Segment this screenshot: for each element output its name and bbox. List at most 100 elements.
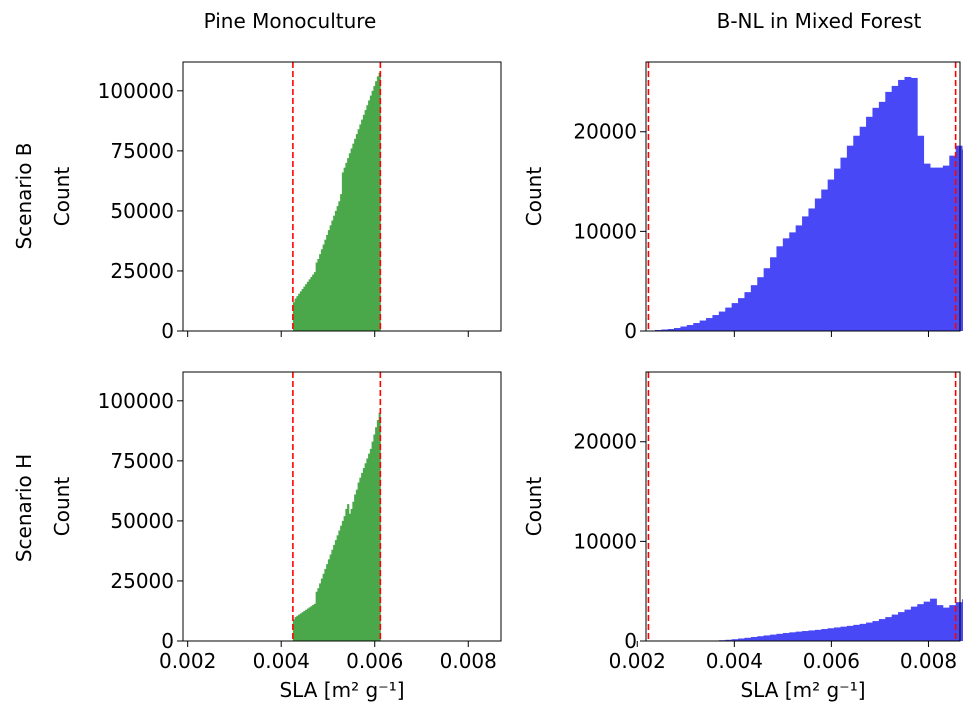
panel-3-histogram-bar (898, 612, 905, 641)
panel-0-histogram-bar (357, 129, 360, 331)
panel-2-histogram-bar (312, 604, 315, 641)
panel-0-histogram-bar (310, 276, 313, 331)
panel-2-histogram-bar (299, 613, 303, 641)
panel-2-histogram-bar (313, 603, 317, 641)
panel-1-histogram-bar (866, 116, 873, 331)
panel-2-histogram-bar (366, 458, 369, 641)
panel-1-histogram-bar (706, 318, 713, 331)
panel-3-x-tick-label: 0.004 (706, 649, 763, 673)
panel-0-histogram-bar (348, 153, 352, 331)
panel-1-histogram-bar (942, 165, 950, 331)
panel-1-histogram-bar (872, 107, 880, 331)
panel-0-y-axis-label: Count (50, 167, 74, 227)
panel-0-histogram-bar (305, 284, 308, 331)
panel-0-histogram-bar (320, 249, 324, 331)
panel-3-x-axis-label: SLA [m² g⁻¹] (740, 678, 865, 702)
panel-1-histogram-bar (923, 163, 931, 331)
panel-0-histogram-bar (324, 239, 327, 331)
panel-2-histogram-bar (355, 489, 359, 641)
panel-0-histogram-bar (361, 119, 364, 331)
panel-1-histogram-bar (738, 298, 745, 331)
panel-2-y-tick-label: 100000 (98, 389, 174, 413)
panel-2-histogram-bar (324, 568, 327, 641)
panel-0-histogram-bar (376, 76, 379, 331)
panel-1-histogram-bar (680, 326, 688, 331)
panel-1-histogram-bar (891, 85, 899, 331)
panel-0-histogram-bar (308, 279, 311, 331)
panel-2-histogram-bar (375, 427, 378, 641)
panel-0-histogram-bar (369, 95, 372, 332)
row-label-scenario-b: Scenario B (12, 142, 36, 249)
panel-3-histogram-bar (891, 614, 899, 641)
panel-2-histogram-bar (357, 482, 360, 641)
panel-0-histogram-bar (340, 194, 343, 331)
panel-1-histogram-bar (770, 257, 777, 331)
panel-1-histogram-bar (821, 189, 829, 331)
column-title-pine-monoculture: Pine Monoculture (204, 9, 377, 33)
panel-2-histogram-bar (327, 559, 331, 641)
panel-3-histogram-bar (853, 624, 861, 641)
panel-1-histogram-bar (674, 328, 681, 331)
panel-1-axes-frame (645, 61, 961, 332)
panel-2-x-tick-label: 0.004 (253, 649, 310, 673)
panel-2-histogram-bar (317, 588, 320, 641)
panel-0-histogram-bar (319, 254, 322, 331)
panel-3-histogram-bar (738, 638, 745, 641)
panel-3-histogram-bar (782, 633, 790, 641)
panel-1-histogram-bar (718, 311, 726, 331)
panel-2-histogram-bar (338, 530, 341, 641)
panel-2-histogram-bar (373, 434, 376, 641)
panel-1-histogram-bar (776, 246, 784, 331)
panel-1-histogram-bar (750, 285, 758, 331)
panel-2-histogram-bar (340, 525, 343, 641)
panel-2-histogram-bar (308, 607, 311, 642)
panel-0-histogram-bar (362, 114, 366, 331)
panel-1-histogram-bar (731, 303, 739, 331)
panel-2-x-tick-label: 0.006 (346, 649, 403, 673)
panel-3-histogram-bar (917, 604, 925, 641)
panel-1-histogram-bar (885, 91, 893, 331)
panel-1-histogram-bar (878, 101, 886, 331)
panel-0-histogram-bar (333, 215, 336, 331)
panel-3-histogram-bar (859, 623, 867, 641)
panel-2-histogram-bar (331, 549, 334, 641)
panel-2-histogram-bar (361, 472, 364, 642)
panel-0-histogram-bar (301, 288, 304, 331)
panel-0-histogram-bar (315, 262, 318, 331)
panel-2-histogram-bar (348, 513, 352, 641)
panel-1-histogram-bar (840, 157, 848, 331)
panel-2-histogram-bar (329, 554, 332, 641)
panel-2-histogram-bar (359, 477, 362, 641)
panel-1-histogram-bar (661, 329, 669, 331)
panel-2-histogram-bar (333, 544, 336, 641)
panel-0-histogram-bar (317, 258, 320, 331)
panel-2-histogram-bar (305, 609, 308, 641)
panel-0-histogram-bar (354, 138, 357, 331)
panel-0-histogram-bar (294, 298, 297, 331)
panel-1-histogram-bar (859, 126, 867, 331)
panel-2-y-axis-label: Count (50, 477, 74, 537)
panel-3-histogram-bar (866, 622, 873, 641)
panel-0-y-tick-label: 0 (161, 319, 174, 343)
panel-2-histogram-bar (326, 564, 329, 641)
panel-1-histogram-bar (667, 329, 675, 331)
panel-1-histogram-bar (898, 79, 905, 332)
panel-2-histogram-bar (343, 516, 346, 641)
panel-1-histogram-bar (949, 155, 957, 331)
panel-0-histogram-bar (375, 81, 378, 332)
panel-3-histogram-bar (744, 637, 752, 641)
panel-1-histogram-bar (910, 77, 918, 331)
panel-0-histogram-bar (366, 105, 369, 331)
panel-2-histogram-bar (364, 463, 367, 641)
panel-3-y-tick-label: 10000 (573, 529, 637, 553)
panel-2-histogram-bar (303, 610, 306, 641)
panel-0-histogram-bar (296, 296, 299, 331)
panel-0-histogram-bar (373, 86, 376, 332)
panel-1-histogram-bar (814, 198, 822, 331)
panel-3-histogram-bar (840, 626, 848, 641)
panel-0-y-tick-label: 75000 (110, 139, 174, 163)
panel-0-histogram-bar (352, 143, 355, 331)
panel-3-histogram-bar (910, 606, 918, 641)
panel-1-y-axis-label: Count (522, 167, 546, 227)
panel-1-histogram-bar (712, 315, 720, 331)
